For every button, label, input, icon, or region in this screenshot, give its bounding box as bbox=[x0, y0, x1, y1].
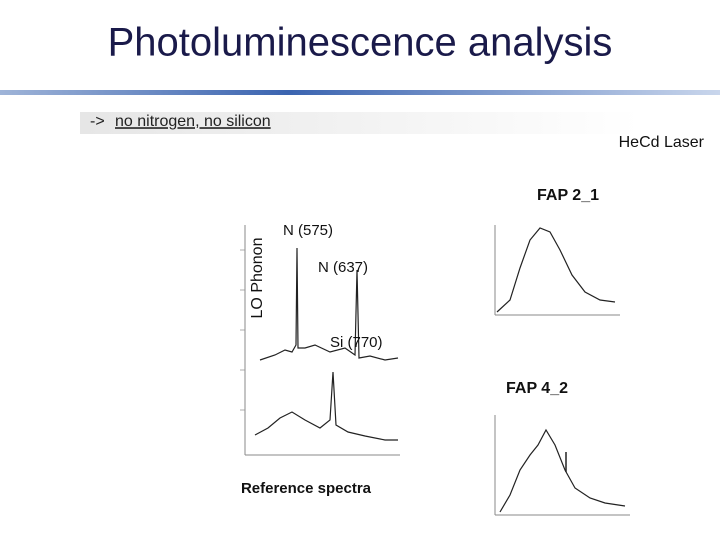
peak-label: N (575) bbox=[283, 222, 333, 239]
lo-phonon-label: LO Phonon bbox=[249, 238, 266, 319]
subtitle: no nitrogen, no silicon bbox=[115, 113, 271, 130]
subtitle-prefix: -> bbox=[90, 113, 105, 130]
sample-label: FAP 2_1 bbox=[537, 187, 599, 204]
laser-label: HeCd Laser bbox=[619, 134, 705, 151]
peak-label: Si (770) bbox=[330, 334, 383, 351]
sample-plot bbox=[494, 225, 620, 316]
reference-plot bbox=[240, 225, 400, 456]
sample-plot bbox=[494, 415, 630, 516]
title-rule bbox=[0, 90, 720, 95]
sample-label: FAP 4_2 bbox=[506, 380, 568, 397]
title: Photoluminescence analysis bbox=[108, 21, 613, 65]
reference-caption: Reference spectra bbox=[241, 480, 372, 497]
peak-label: N (637) bbox=[318, 259, 368, 276]
subtitle-band bbox=[80, 112, 640, 134]
